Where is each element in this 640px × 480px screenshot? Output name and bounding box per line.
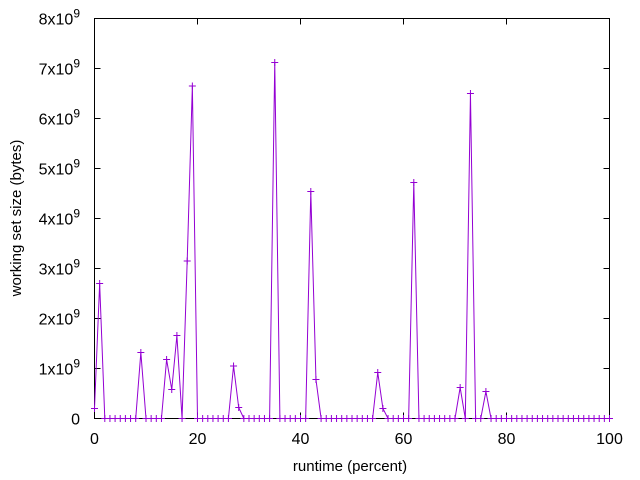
x-tick-label: 20 (189, 431, 207, 448)
data-point-marker (163, 356, 171, 363)
data-point-marker (157, 415, 165, 422)
data-point-marker (456, 384, 464, 391)
data-point-marker (302, 415, 310, 422)
y-tick-label: 3x109 (39, 257, 81, 279)
data-point-marker (178, 415, 186, 422)
data-point-marker (168, 386, 176, 393)
data-point-marker (312, 376, 320, 383)
axis-tick-labels: 0 20 40 60 80 100 0 1x109 2x109 3x109 4x109 5x109 6x… (39, 7, 623, 449)
plot-frame (94, 18, 610, 419)
x-tick-label: 100 (596, 431, 623, 448)
data-point-marker (606, 415, 613, 422)
y-tick-label: 2x109 (39, 307, 81, 329)
data-point-marker (230, 362, 238, 370)
data-point-marker (183, 257, 191, 265)
data-point-marker (266, 415, 274, 422)
y-tick-label: 8x109 (39, 7, 81, 29)
y-tick-label: 5x109 (39, 157, 81, 179)
data-point-marker (96, 280, 104, 287)
data-point-marker (132, 415, 140, 422)
data-point-marker (235, 404, 243, 411)
series-layer (91, 59, 613, 422)
data-point-marker (466, 90, 474, 97)
data-point-marker (271, 59, 279, 66)
data-point-marker (482, 388, 490, 395)
y-tick-label: 4x109 (39, 207, 81, 229)
data-point-marker (369, 415, 377, 422)
data-point-marker (461, 415, 469, 422)
y-tick-label: 1x109 (39, 357, 81, 379)
data-point-marker (374, 369, 382, 376)
data-point-marker (137, 349, 145, 356)
data-point-marker (224, 415, 232, 422)
data-point-marker (405, 415, 413, 422)
data-point-marker (188, 82, 196, 90)
y-axis-label: working set size (bytes) (8, 140, 25, 298)
data-point-marker (307, 188, 315, 195)
data-point-marker (410, 179, 418, 186)
y-tick-label: 0 (71, 412, 80, 429)
data-point-marker (173, 332, 181, 339)
data-point-marker (477, 415, 485, 422)
data-point-marker (379, 405, 387, 412)
data-point-marker (451, 415, 459, 422)
data-point-marker (91, 405, 98, 412)
x-tick-label: 40 (292, 431, 310, 448)
x-axis-label: runtime (percent) (293, 458, 407, 475)
x-tick-label: 0 (90, 431, 99, 448)
axis-ticks (94, 18, 610, 419)
x-tick-label: 60 (395, 431, 413, 448)
y-tick-label: 6x109 (39, 107, 81, 129)
x-tick-label: 80 (498, 431, 516, 448)
series-line (94, 62, 610, 419)
y-tick-label: 7x109 (39, 57, 81, 79)
